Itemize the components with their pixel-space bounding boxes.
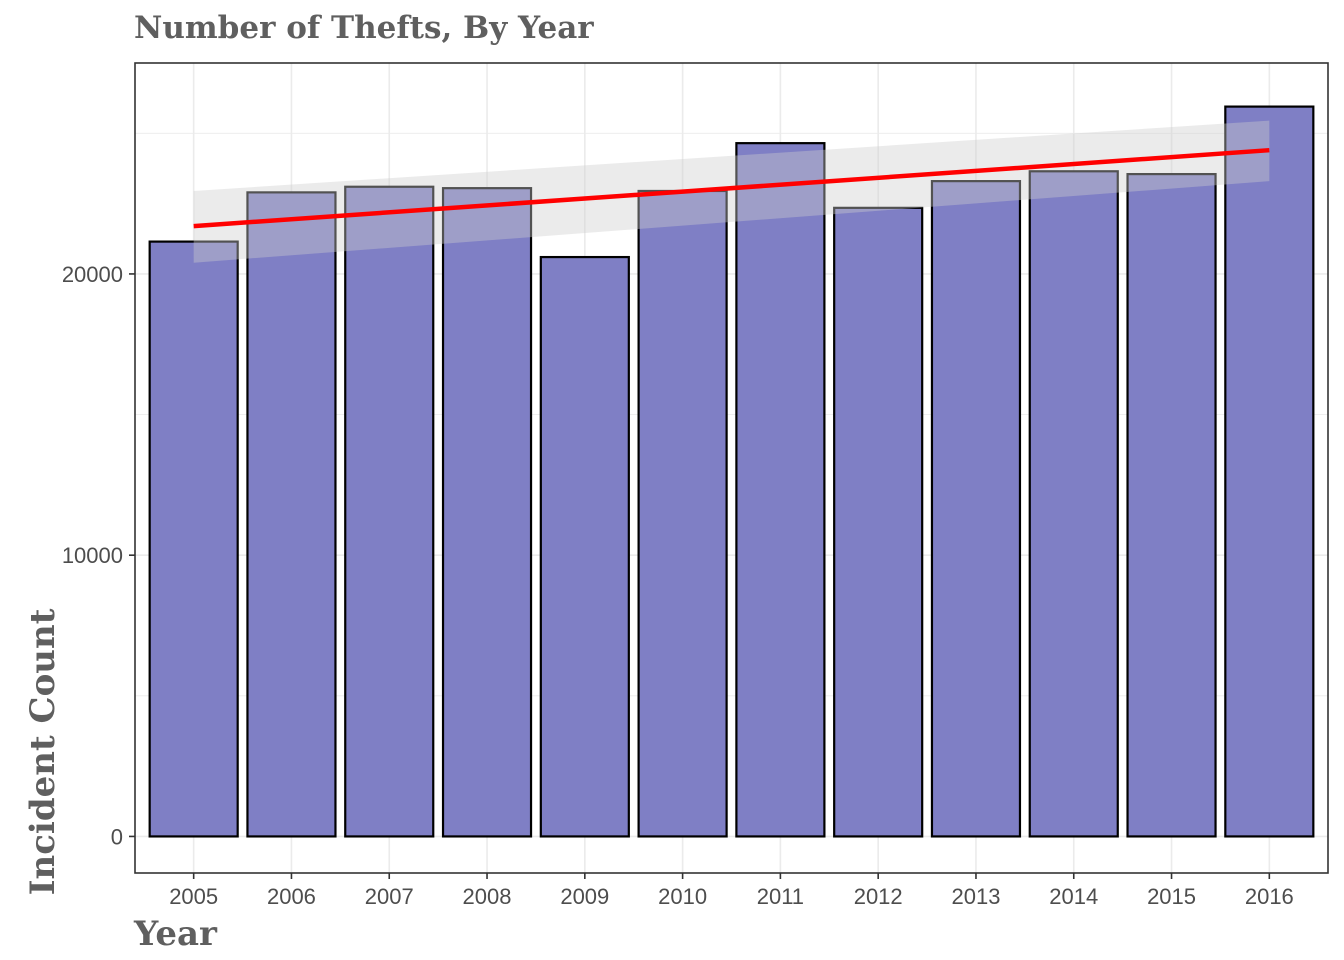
- x-tick-label: 2013: [951, 884, 1000, 909]
- bar-2016: [1224, 105, 1315, 838]
- x-axis: 2005 2006 2007 2008 2009 2010 2011 2012 2013 2014…: [169, 873, 1294, 909]
- trend-line: [193, 147, 1270, 229]
- bars-layer: [148, 105, 1315, 838]
- x-tick-label: 2016: [1245, 884, 1294, 909]
- trend-confidence-band: [193, 120, 1270, 263]
- x-tick-label: 2007: [365, 884, 414, 909]
- x-tick-label: 2009: [560, 884, 609, 909]
- y-tick-label: 20000: [62, 262, 123, 287]
- x-tick-label: 2015: [1147, 884, 1196, 909]
- y-tick-label: 10000: [62, 543, 123, 568]
- x-tick-label: 2011: [757, 884, 804, 909]
- y-axis: 0 10000 20000: [62, 262, 135, 849]
- trend-layer: [193, 120, 1270, 263]
- x-tick-label: 2010: [658, 884, 707, 909]
- x-tick-label: 2006: [267, 884, 316, 909]
- bar-2009: [539, 255, 630, 838]
- x-tick-label: 2012: [854, 884, 903, 909]
- bar-2014: [1028, 170, 1119, 838]
- bar-2011: [735, 142, 826, 838]
- bar-2008: [441, 187, 533, 838]
- bar-2007: [344, 185, 435, 838]
- y-tick-label: 0: [111, 824, 123, 849]
- bar-2005: [148, 240, 239, 838]
- bar-2013: [930, 180, 1022, 838]
- y-axis-title: Incident Count: [23, 608, 63, 895]
- x-tick-label: 2005: [169, 884, 218, 909]
- x-tick-label: 2014: [1049, 884, 1098, 909]
- chart-title: Number of Thefts, By Year: [134, 10, 594, 46]
- bar-2010: [637, 189, 728, 838]
- x-axis-title: Year: [133, 914, 218, 954]
- bar-2012: [833, 206, 924, 838]
- plot-panel-border: [134, 62, 1329, 874]
- bar-2015: [1126, 172, 1217, 838]
- x-tick-label: 2008: [463, 884, 512, 909]
- bar-2006: [246, 191, 337, 838]
